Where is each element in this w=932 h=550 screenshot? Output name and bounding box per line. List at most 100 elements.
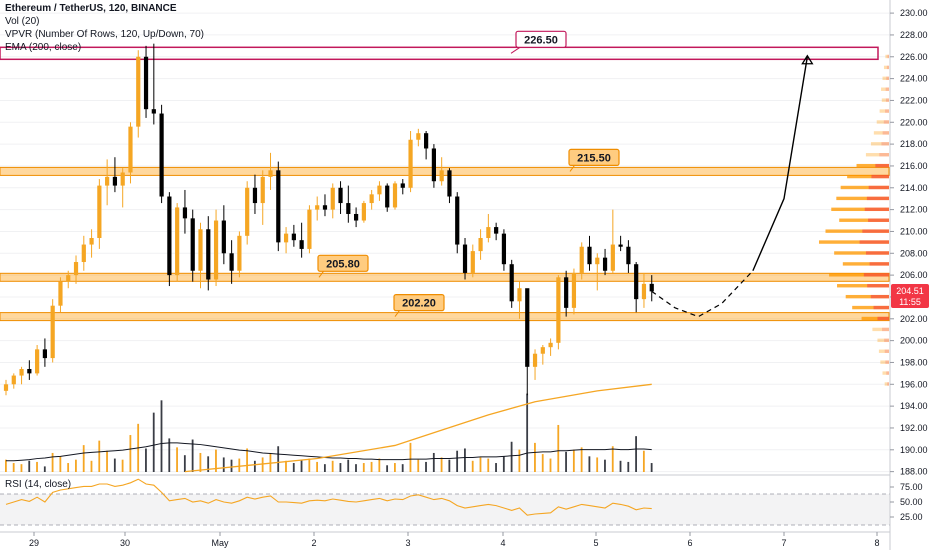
candle-body — [571, 272, 577, 308]
current-price-value: 204.51 — [896, 286, 924, 296]
time-tick-label: 5 — [593, 538, 598, 548]
candle-body — [206, 229, 211, 280]
candle-body — [73, 262, 79, 276]
indicator-legend: Ethereum / TetherUS, 120, BINANCE Vol (2… — [5, 3, 204, 490]
legend-vpvr[interactable]: VPVR (Number Of Rows, 120, Up/Down, 70) — [5, 29, 204, 40]
vpvr-row-down — [875, 163, 889, 168]
vpvr-row-down — [870, 294, 889, 299]
candle-body — [322, 205, 328, 210]
price-tick-label: 210.00 — [900, 226, 928, 236]
vpvr-row-up — [837, 284, 889, 288]
legend-symbol-title[interactable]: Ethereum / TetherUS, 120, BINANCE — [5, 3, 177, 14]
candle-body — [120, 172, 125, 186]
volume-bar — [650, 463, 653, 472]
level-label-text: 226.50 — [524, 34, 558, 46]
vpvr-row-down — [885, 109, 889, 113]
candle-body — [501, 233, 507, 265]
volume-bar — [12, 463, 15, 472]
price-axis[interactable]: 230.00 228.00 226.00 224.00 222.00 220.00 218.… — [890, 8, 928, 477]
candle-body — [540, 347, 545, 354]
volume-bar — [580, 447, 583, 472]
candle-body — [486, 227, 491, 238]
price-tick-label: 226.00 — [900, 52, 928, 62]
resistance-zone-box — [0, 46, 879, 61]
level-label-box — [393, 294, 445, 312]
candle-body — [167, 196, 172, 276]
price-grid — [0, 12, 890, 473]
volume-bar — [471, 460, 474, 472]
candle-body — [447, 170, 452, 197]
candle-body — [291, 233, 296, 241]
vpvr-row-up — [877, 338, 889, 343]
candle-body — [221, 220, 226, 254]
level-label-box — [515, 30, 567, 48]
price-tick-label: 228.00 — [900, 30, 928, 40]
candle-body — [81, 244, 86, 263]
rsi-tick-label: 50.00 — [900, 497, 923, 507]
volume-bar — [502, 456, 505, 472]
candle-body — [369, 194, 374, 204]
vpvr-row-down — [882, 131, 889, 135]
volume-bar — [448, 459, 451, 472]
candle-body — [455, 196, 460, 245]
volume-bar — [378, 458, 381, 472]
vpvr-row-down — [882, 327, 889, 332]
time-tick-label: 4 — [500, 538, 505, 548]
rsi-axis[interactable]: 75.00 50.00 25.00 — [890, 482, 923, 522]
candle-body — [385, 185, 390, 208]
price-tick-label: 214.00 — [900, 183, 928, 193]
volume-bar — [106, 450, 108, 472]
volume-bar — [464, 448, 466, 472]
volume-bar — [642, 450, 645, 472]
volume-bar — [90, 460, 93, 472]
current-price-countdown: 11:55 — [899, 297, 921, 307]
price-tick-label: 212.00 — [900, 205, 928, 215]
candle-body — [579, 246, 584, 273]
vpvr-row-up — [831, 207, 889, 212]
candle-body — [587, 246, 592, 265]
legend-ema[interactable]: EMA (200, close) — [5, 42, 81, 53]
candle-body — [470, 251, 475, 273]
price-tick-label: 188.00 — [900, 467, 928, 477]
price-tick-label: 192.00 — [900, 423, 928, 433]
candle-body — [649, 283, 654, 292]
vpvr-row-down — [867, 284, 889, 288]
candle-body — [276, 170, 281, 243]
vpvr-row-down — [885, 98, 889, 102]
vpvr-row-down — [865, 251, 889, 255]
volume-bar — [20, 464, 23, 472]
vpvr-row-up — [834, 251, 889, 255]
vpvr-row-up — [881, 98, 889, 102]
volume-bar — [168, 438, 171, 472]
volume-bar — [611, 446, 614, 472]
candle-body — [42, 349, 47, 359]
candle-body — [338, 187, 343, 204]
volume-bar — [432, 452, 435, 472]
vpvr-row-up — [819, 240, 889, 244]
vpvr-row-down — [866, 196, 889, 201]
time-tick-label: 2 — [311, 538, 316, 548]
volume-bar — [160, 400, 163, 472]
legend-rsi[interactable]: RSI (14, close) — [5, 479, 71, 490]
volume-bar — [308, 458, 311, 472]
candle-body — [260, 176, 265, 204]
time-axis[interactable]: 29 30 May 2 3 4 5 6 7 8 — [29, 532, 880, 548]
volume-bar — [479, 457, 482, 472]
volume-bar — [253, 460, 256, 472]
volume-bar — [183, 455, 186, 472]
volume-bar — [409, 442, 412, 472]
price-tick-label: 206.00 — [900, 270, 928, 280]
candle-body — [66, 275, 71, 282]
legend-volume[interactable]: Vol (20) — [5, 16, 39, 27]
candle-body — [330, 187, 335, 210]
vpvr-row-up — [842, 262, 889, 266]
candle-body — [151, 109, 156, 114]
candle-body — [143, 56, 149, 110]
volume-bar — [191, 439, 194, 472]
vpvr-row-down — [871, 174, 889, 179]
volume-bar — [627, 461, 630, 472]
vpvr-row-up — [870, 142, 889, 146]
candle-body — [252, 187, 258, 204]
volume-bar — [59, 456, 62, 472]
